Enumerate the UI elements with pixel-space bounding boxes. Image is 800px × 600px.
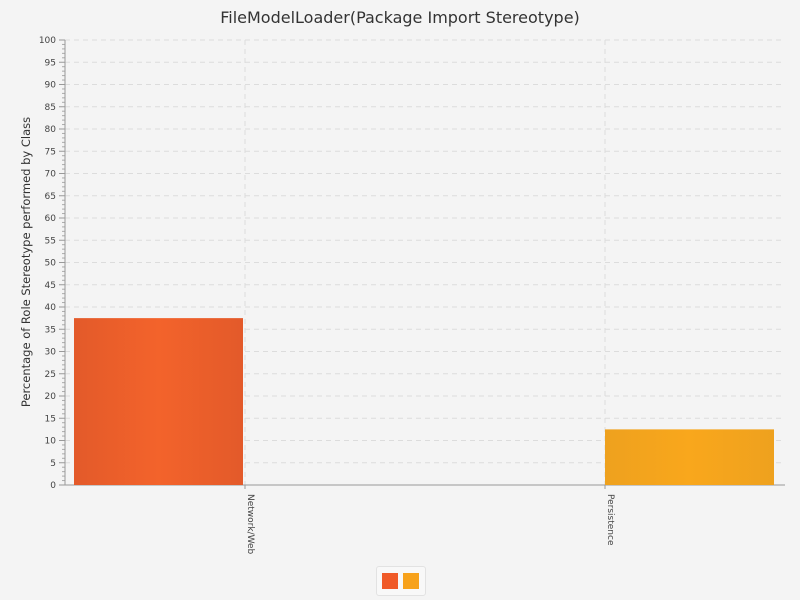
y-tick-label: 90: [45, 81, 57, 91]
y-tick-label: 35: [45, 325, 56, 335]
y-tick-label: 10: [45, 437, 57, 447]
y-tick-label: 45: [45, 281, 56, 291]
bar-persistence: [605, 429, 774, 485]
legend: [376, 566, 426, 596]
y-tick-label: 100: [39, 36, 56, 46]
y-tick-label: 50: [45, 259, 57, 269]
y-tick-label: 65: [45, 192, 56, 202]
y-tick-label: 80: [45, 125, 57, 135]
y-tick-label: 40: [45, 303, 57, 313]
y-tick-label: 70: [45, 170, 57, 180]
x-tick-label: Persistence: [605, 494, 615, 546]
bar-network-web: [74, 318, 243, 485]
y-tick-label: 0: [50, 481, 56, 491]
y-tick-label: 95: [45, 58, 56, 68]
legend-swatch-series-1: [382, 573, 398, 589]
y-tick-label: 75: [45, 147, 56, 157]
y-tick-label: 20: [45, 392, 57, 402]
y-tick-label: 5: [50, 459, 56, 469]
x-tick-label: Network/Web: [245, 494, 255, 555]
y-tick-label: 55: [45, 236, 56, 246]
y-tick-label: 15: [45, 414, 56, 424]
y-tick-label: 60: [45, 214, 57, 224]
chart-title: FileModelLoader(Package Import Stereotyp…: [220, 8, 580, 27]
y-tick-label: 85: [45, 103, 56, 113]
y-tick-label: 30: [45, 348, 57, 358]
y-tick-label: 25: [45, 370, 56, 380]
legend-swatch-series-2: [403, 573, 419, 589]
